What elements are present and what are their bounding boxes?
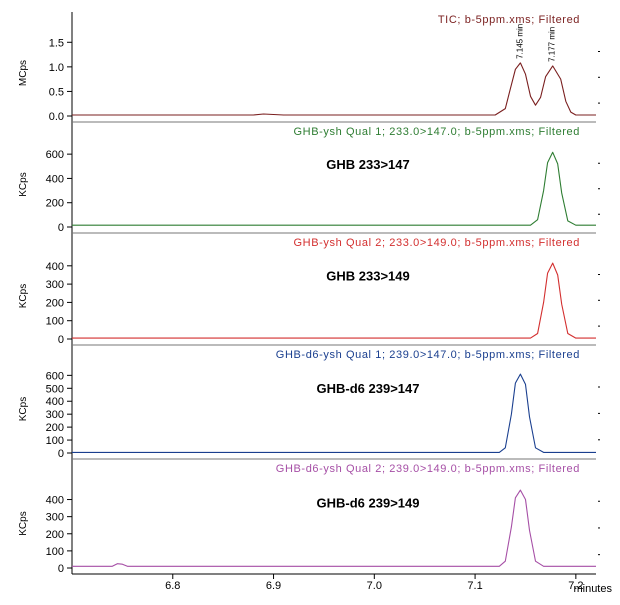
y-tick-label: 1.0 (49, 62, 64, 74)
panel-title: GHB-d6-ysh Qual 2; 239.0>149.0; b-5ppm.x… (276, 463, 580, 475)
panel-title: GHB-ysh Qual 2; 233.0>149.0; b-5ppm.xms;… (294, 237, 581, 249)
x-tick-label: 6.9 (266, 580, 281, 592)
x-tick-label: 7.2 (568, 580, 583, 592)
x-tick-label: 6.8 (165, 580, 180, 592)
panel-annotation: GHB-d6 239>147 (317, 381, 420, 396)
x-tick-label: 7.1 (467, 580, 482, 592)
y-tick-label: 200 (46, 198, 64, 210)
series-line (72, 489, 596, 567)
y-tick-label: 300 (46, 512, 64, 524)
panel-annotation: GHB-d6 239>149 (317, 495, 420, 510)
y-tick-label: 0.0 (49, 111, 64, 123)
x-axis-unit-label: minutes (573, 583, 612, 595)
x-tick-label: 7.0 (367, 580, 382, 592)
y-axis-label: KCps (18, 172, 29, 196)
y-tick-label: 400 (46, 173, 64, 185)
y-tick-label: 300 (46, 409, 64, 421)
y-tick-label: 0 (58, 563, 64, 575)
y-tick-label: 1.5 (49, 37, 64, 49)
y-tick-label: 100 (46, 316, 64, 328)
panel-annotation: GHB 233>149 (326, 269, 409, 284)
y-tick-label: 500 (46, 383, 64, 395)
y-tick-label: 200 (46, 422, 64, 434)
series-line (72, 373, 596, 453)
y-axis-label: KCps (18, 397, 29, 421)
y-tick-label: 0 (58, 448, 64, 460)
y-tick-label: 0 (58, 334, 64, 346)
y-tick-label: 200 (46, 297, 64, 309)
peak-label: 7.145 min (515, 24, 524, 59)
y-tick-label: 300 (46, 279, 64, 291)
y-tick-label: 0.5 (49, 86, 64, 98)
y-tick-label: 400 (46, 396, 64, 408)
y-tick-label: 600 (46, 370, 64, 382)
y-axis-label: MCps (18, 60, 29, 86)
panel-title: GHB-d6-ysh Qual 1; 239.0>147.0; b-5ppm.x… (276, 349, 580, 361)
series-line (72, 262, 596, 339)
y-tick-label: 400 (46, 495, 64, 507)
y-tick-label: 600 (46, 149, 64, 161)
y-axis-label: KCps (18, 284, 29, 308)
panel-annotation: GHB 233>147 (326, 157, 409, 172)
y-tick-label: 400 (46, 261, 64, 273)
y-tick-label: 0 (58, 222, 64, 234)
y-tick-label: 200 (46, 529, 64, 541)
panel-title: TIC; b-5ppm.xms; Filtered (438, 14, 580, 26)
y-tick-label: 100 (46, 546, 64, 558)
y-axis-label: KCps (18, 511, 29, 535)
y-tick-label: 100 (46, 435, 64, 447)
peak-label: 7.177 min (548, 27, 557, 62)
series-line (72, 62, 596, 116)
panel-title: GHB-ysh Qual 1; 233.0>147.0; b-5ppm.xms;… (294, 126, 581, 138)
series-line (72, 151, 596, 226)
